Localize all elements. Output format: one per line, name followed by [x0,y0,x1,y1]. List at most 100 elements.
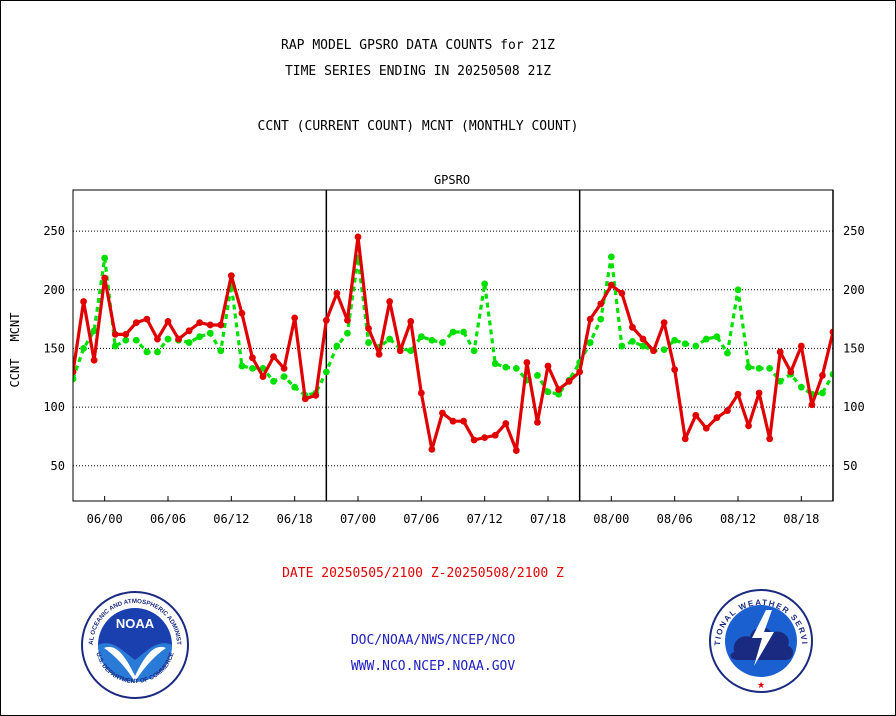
x-tick-label-54: 08/06 [657,512,693,526]
point-mcnt-49 [586,339,594,346]
y-axis-label-left: CCNT [8,359,22,388]
point-mcnt-54 [639,342,647,350]
point-mcnt-25 [333,342,341,350]
point-mcnt-66 [766,364,774,372]
point-ccnt-27 [354,233,362,241]
point-mcnt-69 [797,383,805,391]
point-mcnt-7 [143,348,151,356]
x-tick-label-48: 08/00 [593,512,629,526]
point-ccnt-72 [829,328,833,336]
point-ccnt-63 [734,390,742,398]
x-tick-label-6: 06/06 [150,512,186,526]
point-mcnt-12 [196,333,204,341]
point-mcnt-0 [73,375,77,383]
point-ccnt-49 [586,315,594,323]
y-tick-left-100: 100 [43,400,65,414]
chart-legend-line: CCNT (CURRENT COUNT) MCNT (MONTHLY COUNT… [257,119,579,134]
point-ccnt-41 [502,420,510,427]
point-mcnt-65 [755,364,763,372]
point-mcnt-40 [491,360,499,368]
point-ccnt-71 [819,372,826,379]
x-tick-label-66: 08/18 [783,512,819,526]
chart-title-line1: RAP MODEL GPSRO DATA COUNTS for 21Z [281,38,555,53]
point-mcnt-21 [291,383,299,391]
point-ccnt-33 [417,389,425,397]
point-ccnt-53 [629,323,636,331]
point-mcnt-2 [90,327,98,335]
point-ccnt-23 [312,391,320,399]
point-mcnt-36 [449,328,457,336]
point-mcnt-5 [122,336,130,344]
website-link[interactable]: WWW.NCO.NCEP.NOAA.GOV [350,659,516,674]
point-mcnt-67 [776,377,784,385]
y-tick-left-250: 250 [43,224,65,238]
point-mcnt-32 [407,347,415,355]
point-ccnt-28 [365,325,372,332]
point-mcnt-24 [322,368,330,376]
point-ccnt-7 [143,315,151,323]
point-ccnt-19 [270,353,277,361]
point-mcnt-57 [671,336,679,344]
point-ccnt-38 [470,436,478,444]
point-mcnt-64 [745,363,752,371]
point-ccnt-64 [745,422,752,430]
y-tick-left-200: 200 [43,283,65,297]
point-ccnt-11 [185,327,193,335]
point-ccnt-61 [713,414,721,422]
point-mcnt-71 [819,389,826,397]
point-ccnt-51 [607,281,615,289]
x-tick-label-24: 07/00 [340,512,376,526]
y-tick-right-100: 100 [843,400,865,414]
point-mcnt-14 [217,347,225,355]
series-layer [73,233,833,454]
point-mcnt-63 [734,286,742,294]
point-ccnt-17 [249,354,256,362]
point-mcnt-72 [829,370,833,378]
point-ccnt-3 [101,274,109,282]
point-mcnt-6 [132,336,140,344]
point-ccnt-58 [681,435,689,443]
point-mcnt-44 [534,372,541,379]
point-ccnt-69 [797,342,805,350]
point-ccnt-67 [776,348,784,356]
x-tick-label-42: 07/18 [530,512,566,526]
point-ccnt-40 [491,431,499,439]
point-ccnt-4 [111,330,119,338]
point-ccnt-42 [512,447,520,454]
nws-logo: NATIONAL WEATHER SERVICE ★ [708,588,813,693]
y-tick-right-250: 250 [843,224,865,238]
point-ccnt-1 [80,298,87,305]
y-tick-right-50: 50 [843,459,857,473]
point-ccnt-12 [196,319,204,327]
point-ccnt-8 [154,335,161,343]
date-range: DATE 20250505/2100 Z-20250508/2100 Z [282,566,564,581]
point-mcnt-38 [470,347,478,355]
point-ccnt-56 [660,319,668,327]
y-tick-left-50: 50 [51,459,65,473]
point-ccnt-43 [523,359,531,366]
point-mcnt-4 [111,342,119,350]
point-mcnt-39 [481,280,489,288]
point-ccnt-66 [766,435,774,443]
series-mcnt [73,253,833,399]
series-ccnt [73,233,833,454]
point-mcnt-28 [365,339,372,346]
point-mcnt-3 [101,254,109,262]
point-mcnt-41 [502,363,510,371]
point-ccnt-26 [344,316,351,324]
star-icon: ★ [757,681,765,691]
point-ccnt-20 [280,364,288,372]
point-ccnt-47 [565,377,573,385]
point-ccnt-68 [787,368,795,376]
point-ccnt-21 [291,314,299,322]
point-ccnt-2 [90,356,98,364]
point-ccnt-39 [481,434,489,442]
point-mcnt-13 [206,329,214,337]
point-ccnt-65 [755,389,763,397]
point-mcnt-58 [681,340,689,348]
org-path: DOC/NOAA/NWS/NCEP/NCO [350,633,516,648]
point-mcnt-33 [417,333,425,341]
point-mcnt-53 [629,337,636,345]
point-ccnt-62 [724,407,731,415]
point-mcnt-60 [702,335,710,343]
